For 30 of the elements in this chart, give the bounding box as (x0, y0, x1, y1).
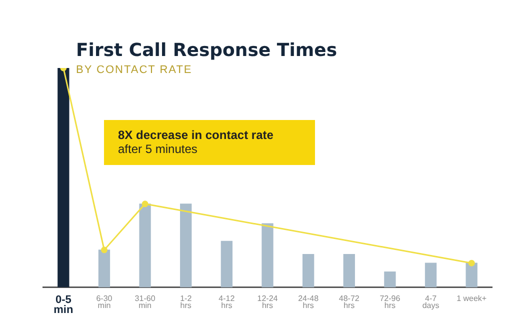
callout-box: 8X decrease in contact rate after 5 minutes (104, 120, 315, 165)
point (468, 260, 475, 266)
x-tick-label: 4-7 days (422, 294, 440, 310)
bar (58, 68, 70, 288)
chart-title: First Call Response Times (76, 40, 338, 61)
annotation: after 5 minutes (118, 142, 198, 156)
bar (98, 250, 110, 288)
bar (424, 262, 437, 288)
point (142, 200, 148, 208)
x-tick-label: 0-5 min (54, 294, 74, 316)
annotation: 8X decrease in contact rate (118, 128, 274, 142)
x-tick-label: 24-48 hrs (298, 294, 320, 310)
x-tick-label: 72-96 hrs (380, 294, 401, 310)
bar (262, 223, 274, 288)
bar (139, 204, 151, 288)
x-tick-label: 1-2 hrs (180, 294, 192, 310)
bar (220, 240, 233, 288)
chart-subtitle: BY CONTACT RATE (76, 64, 192, 76)
bar (466, 262, 478, 288)
x-tick-label: 1 week+ (456, 294, 487, 304)
x-tick-label: 12-24 hrs (257, 294, 278, 310)
x-tick-label: 4-12 hrs (218, 294, 236, 310)
bar (180, 204, 192, 288)
x-tick-label: 48-72 hrs (338, 294, 360, 310)
point (100, 246, 108, 254)
bar (343, 254, 355, 288)
x-tick-label: 6-30 min (96, 294, 113, 310)
x-tick-label: 31-60 min (134, 294, 156, 310)
bar (384, 272, 396, 288)
bar (302, 254, 314, 288)
